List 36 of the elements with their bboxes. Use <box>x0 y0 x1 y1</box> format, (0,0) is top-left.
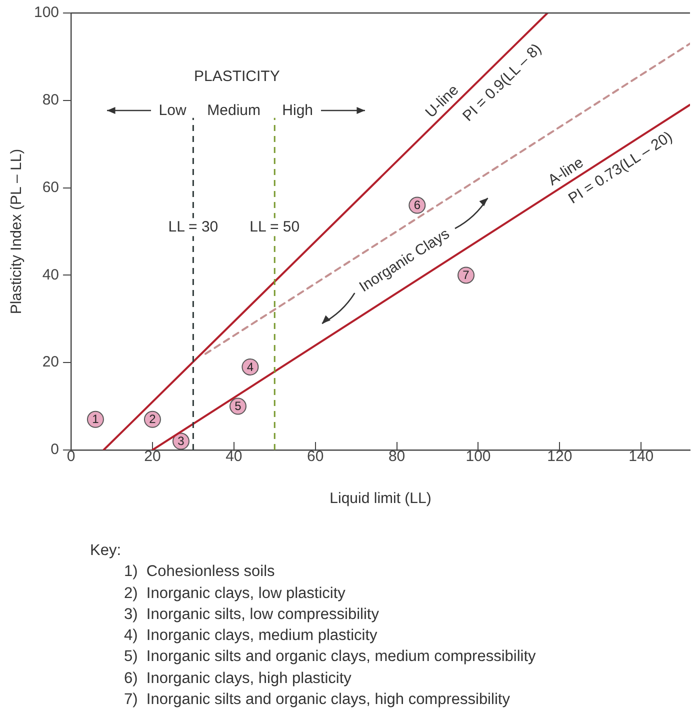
y-tick-label: 60 <box>42 178 60 196</box>
annotation: 3 <box>178 434 185 448</box>
x-tick-label: 20 <box>144 448 161 466</box>
annotation: 2 <box>149 412 156 426</box>
annotation: High <box>282 102 313 120</box>
text: 3) Inorganic silts, low compressibility <box>123 604 380 625</box>
annotation: PLASTICITY <box>194 68 280 85</box>
text: Key: <box>90 541 122 561</box>
ref-line-label: LL = 30 <box>168 218 218 236</box>
y-tick-label: 20 <box>42 354 60 371</box>
y-tick-label: 40 <box>42 266 60 284</box>
annotation: 5 <box>234 399 242 414</box>
text: 1) Cohesionless soils <box>123 562 276 582</box>
x-tick-label: 40 <box>226 448 242 466</box>
annotation: Medium <box>207 102 260 120</box>
x-axis-title: Liquid limit (LL) <box>330 490 432 508</box>
text: 6) Inorganic clays, high plasticity <box>123 668 352 689</box>
x-tick-label: 80 <box>388 448 406 466</box>
x-tick-label: 120 <box>547 448 572 466</box>
text: 4) Inorganic clays, medium plasticity <box>123 626 378 646</box>
annotation: 4 <box>246 360 254 374</box>
y-axis-title: Plasticity Index (PL – LL) <box>8 148 26 314</box>
x-tick-label: 140 <box>628 448 654 466</box>
text: 7) Inorganic silts and organic clays, high compressibility <box>123 690 511 710</box>
x-tick-label: 100 <box>466 448 491 466</box>
y-tick-label: 100 <box>34 4 60 22</box>
x-tick-label: 60 <box>307 448 324 466</box>
annotation: 7 <box>462 268 470 282</box>
annotation: Low <box>158 102 186 120</box>
annotation: 1 <box>92 412 100 426</box>
y-tick-label: 80 <box>42 92 60 109</box>
x-tick-label: 0 <box>66 448 76 466</box>
ref-line-label: LL = 50 <box>250 218 300 236</box>
annotation: 6 <box>414 198 421 212</box>
text: 2) Inorganic clays, low plasticity <box>123 584 346 604</box>
text: 5) Inorganic silts and organic clays, medium compressibility <box>123 647 536 668</box>
